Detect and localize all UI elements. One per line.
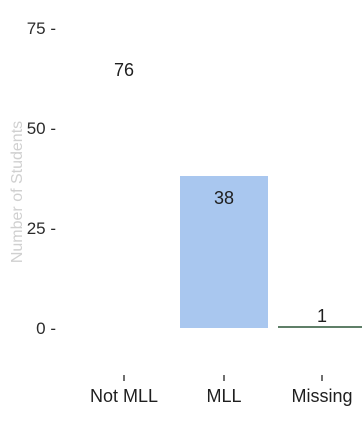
bar <box>278 326 362 328</box>
bars <box>180 176 362 328</box>
x-axis-labels: Not MLL MLL Missing <box>90 375 353 406</box>
y-tick-label: 50 - <box>27 119 56 138</box>
y-axis-title: Number of Students <box>9 121 26 263</box>
x-category-label: Not MLL <box>90 386 158 406</box>
data-labels: 76 38 1 <box>114 60 327 326</box>
x-category-label: MLL <box>206 386 241 406</box>
bar <box>180 176 268 328</box>
data-label: 76 <box>114 60 134 80</box>
y-tick-label: 0 - <box>36 319 56 338</box>
y-tick-label: 75 - <box>27 19 56 38</box>
y-tick-label: 25 - <box>27 219 56 238</box>
data-label: 1 <box>317 306 327 326</box>
data-label: 38 <box>214 188 234 208</box>
x-category-label: Missing <box>291 386 352 406</box>
y-axis-ticks: 0 - 25 - 50 - 75 - <box>27 19 56 338</box>
